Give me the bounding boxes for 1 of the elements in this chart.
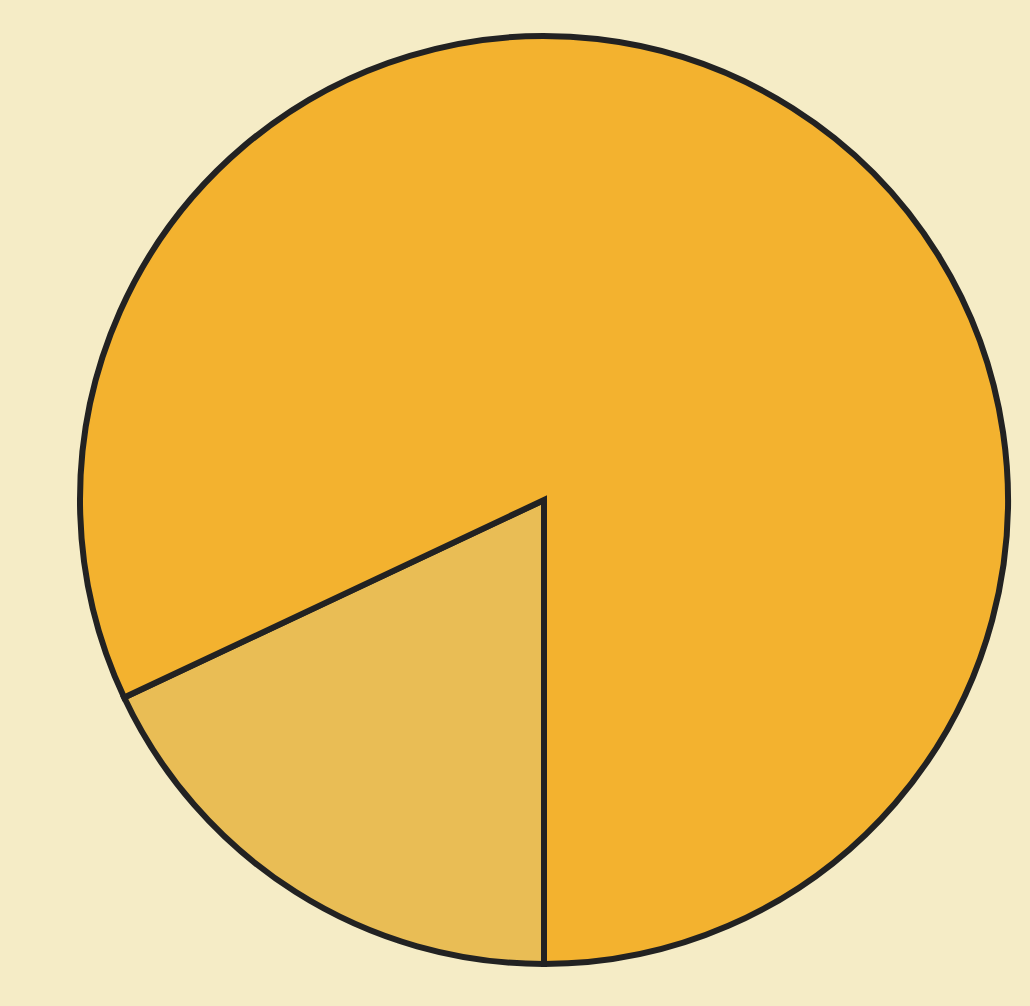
pie-slice [77,33,1011,967]
